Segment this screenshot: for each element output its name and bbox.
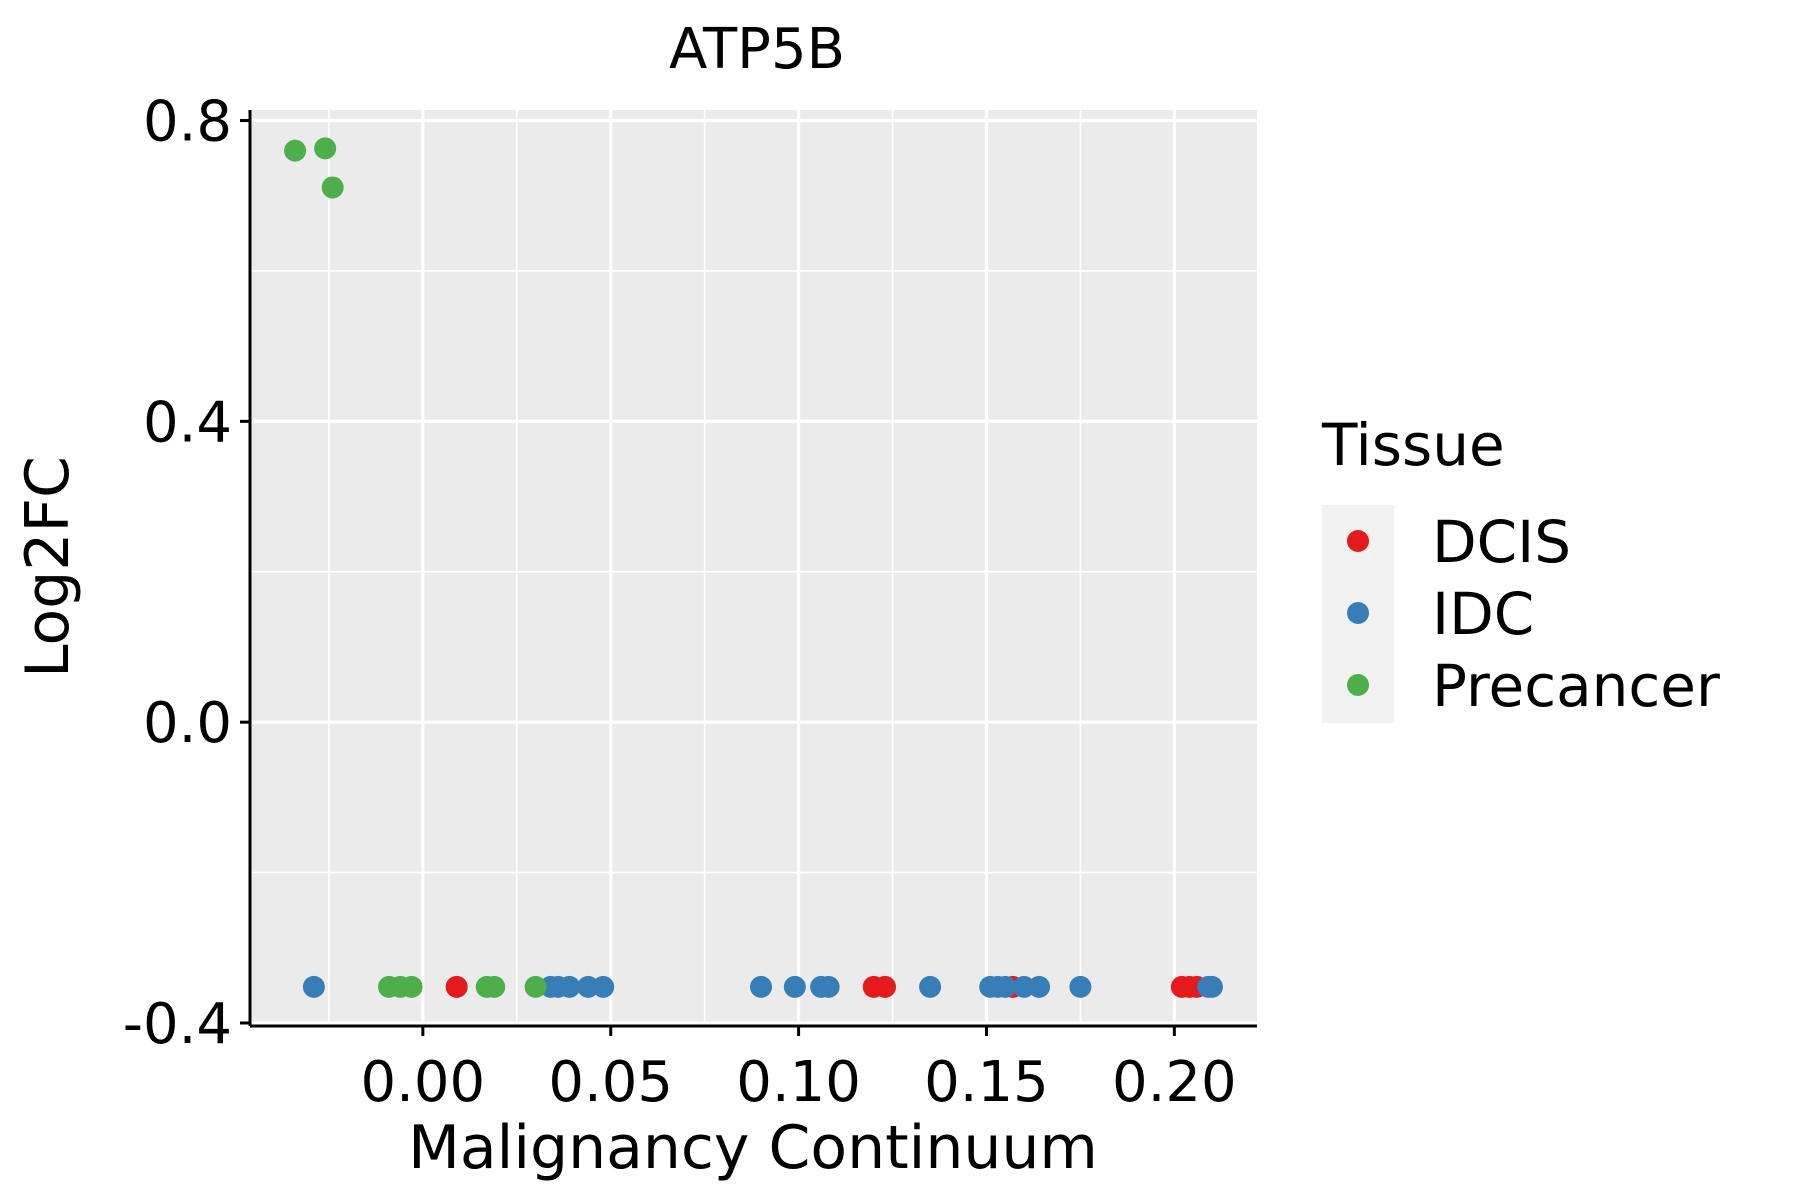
- data-point-idc: [592, 975, 615, 998]
- data-point-dcis: [445, 975, 468, 998]
- data-point-idc: [1069, 975, 1092, 998]
- legend-label: IDC: [1432, 580, 1534, 648]
- data-point-precancer: [321, 176, 344, 199]
- data-point-idc: [750, 975, 773, 998]
- x-axis-ticks: 0.00 0.05 0.10 0.15 0.20: [360, 1026, 1237, 1115]
- y-tick-label: -0.4: [123, 992, 232, 1057]
- legend-label: DCIS: [1432, 508, 1571, 576]
- data-point-precancer: [284, 139, 307, 162]
- data-point-idc: [1028, 975, 1051, 998]
- data-point-idc: [302, 975, 325, 998]
- legend-label: Precancer: [1432, 652, 1720, 720]
- x-tick-label: 0.05: [548, 1050, 673, 1115]
- legend-key-precancer: [1347, 674, 1369, 696]
- x-tick-label: 0.00: [360, 1050, 485, 1115]
- minor-gridlines: [250, 110, 1257, 1026]
- x-tick-label: 0.15: [924, 1050, 1049, 1115]
- data-point-precancer: [524, 975, 547, 998]
- data-point-precancer: [483, 975, 506, 998]
- data-points: [284, 137, 1223, 998]
- y-axis-title: Log2FC: [13, 456, 83, 678]
- plot-panel: [250, 110, 1257, 1026]
- y-tick-label: 0.8: [143, 90, 232, 155]
- data-point-idc: [1013, 975, 1036, 998]
- legend-key-idc: [1347, 602, 1369, 624]
- data-point-idc: [817, 975, 840, 998]
- data-point-idc: [577, 975, 600, 998]
- data-point-dcis: [874, 975, 897, 998]
- data-point-idc: [1200, 975, 1223, 998]
- major-gridlines: [250, 110, 1257, 1026]
- data-point-idc: [919, 975, 942, 998]
- data-point-precancer: [314, 137, 337, 160]
- data-point-precancer: [400, 975, 423, 998]
- x-tick-label: 0.20: [1112, 1050, 1237, 1115]
- y-tick-label: 0.4: [143, 390, 232, 455]
- y-tick-label: 0.0: [143, 691, 232, 756]
- y-axis-ticks: -0.4 0.0 0.4 0.8: [123, 90, 250, 1057]
- legend-key-dcis: [1347, 530, 1369, 552]
- chart-title: ATP5B: [669, 17, 845, 82]
- x-axis-title: Malignancy Continuum: [408, 1113, 1098, 1183]
- legend-title: Tissue: [1321, 411, 1505, 479]
- x-tick-label: 0.10: [736, 1050, 861, 1115]
- data-point-idc: [783, 975, 806, 998]
- data-point-idc: [558, 975, 581, 998]
- data-point-idc: [994, 975, 1017, 998]
